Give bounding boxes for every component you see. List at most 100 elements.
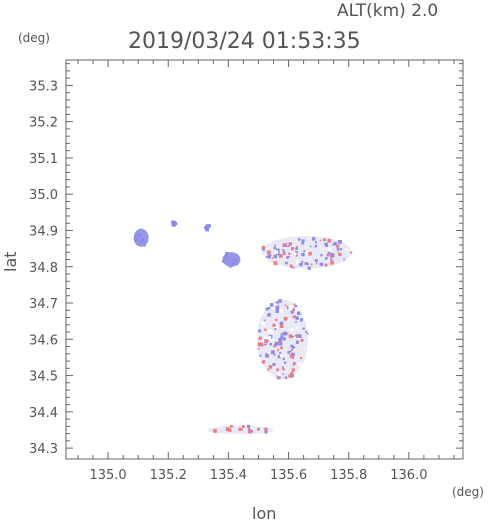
echo-pixel xyxy=(279,324,284,328)
echo-pixel xyxy=(256,427,260,431)
y-tick-label: 35.1 xyxy=(29,152,58,167)
echo-pixel xyxy=(324,257,328,260)
echo-pixel xyxy=(290,373,294,378)
echo-pixel xyxy=(285,261,288,265)
echo-pixel xyxy=(330,260,335,265)
echo-pixel xyxy=(324,242,328,247)
echo-pixel xyxy=(344,248,348,251)
echo-pixel xyxy=(288,374,292,378)
echo-pixel xyxy=(320,254,323,257)
echo-pixel xyxy=(273,254,278,259)
echo-pixel xyxy=(240,428,243,431)
x-tick-label: 135.2 xyxy=(150,468,187,483)
echo-pixel xyxy=(330,252,333,255)
echo-pixel xyxy=(231,259,234,262)
echo-pixel xyxy=(236,262,239,266)
echo-pixel xyxy=(274,328,277,331)
echo-pixel xyxy=(282,357,285,361)
echo-pixel xyxy=(242,425,245,428)
echo-pixel xyxy=(207,224,211,228)
echo-pixel xyxy=(277,349,280,352)
echo-pixel xyxy=(312,237,316,241)
echo-pixel xyxy=(262,248,265,251)
echo-pixel xyxy=(314,259,318,263)
echo-pixel xyxy=(273,261,278,266)
echo-pixel xyxy=(324,263,328,267)
echo-pixel xyxy=(305,251,310,256)
echo-pixel xyxy=(278,299,282,303)
echo-pixel xyxy=(293,303,296,306)
echo-pixel xyxy=(277,355,281,359)
echo-pixel xyxy=(273,246,276,250)
echo-pixel xyxy=(268,365,273,369)
echo-pixel xyxy=(295,334,297,337)
echo-pixel xyxy=(265,247,268,250)
echo-pixel xyxy=(138,233,142,236)
echo-pixel xyxy=(279,351,282,354)
echo-pixel xyxy=(338,252,342,257)
y-tick-label: 34.5 xyxy=(29,370,58,385)
echo-pixel xyxy=(267,313,271,317)
echo-pixel xyxy=(282,337,286,341)
echo-pixel xyxy=(295,316,299,320)
echo-pixel xyxy=(275,303,278,306)
echo-pixel xyxy=(239,427,241,429)
echo-pixel xyxy=(229,426,233,430)
echo-pixel xyxy=(327,238,332,243)
echo-pixel xyxy=(289,354,294,358)
echo-pixel xyxy=(173,224,176,227)
echo-pixel xyxy=(288,255,290,258)
echo-pixel xyxy=(264,339,269,344)
echo-pixel xyxy=(265,354,269,358)
echo-pixel xyxy=(213,429,217,433)
echo-pixel xyxy=(278,341,283,346)
echo-pixel xyxy=(139,237,144,242)
echo-pixel xyxy=(246,424,251,428)
echo-pixel xyxy=(292,346,295,349)
echo-pixel xyxy=(293,267,295,269)
echo-pixel xyxy=(294,305,298,308)
echo-pixel xyxy=(284,376,288,379)
plot-frame xyxy=(65,59,464,460)
altitude-label: ALT(km) 2.0 xyxy=(337,1,438,21)
echo-pixel xyxy=(274,341,279,346)
echo-pixel xyxy=(271,331,274,334)
echo-pixel xyxy=(230,262,235,266)
echo-pixel xyxy=(230,424,233,428)
y-tick-label: 34.9 xyxy=(29,224,58,239)
echo-pixel xyxy=(265,353,268,355)
y-axis-unit: (deg) xyxy=(18,31,50,45)
echo-pixel xyxy=(205,225,209,228)
echo-pixel xyxy=(272,307,275,310)
echo-pixel xyxy=(332,243,335,246)
echo-pixel xyxy=(327,251,331,255)
y-tick-label: 34.4 xyxy=(29,406,58,421)
echo-pixel xyxy=(135,239,138,243)
echo-pixel xyxy=(295,247,298,250)
echo-pixel xyxy=(278,337,282,342)
echo-pixel xyxy=(303,250,306,253)
echo-pixel xyxy=(330,253,334,258)
echo-pixel xyxy=(264,427,268,431)
echo-pixel xyxy=(282,243,287,247)
echo-pixel xyxy=(303,347,306,350)
echo-pixel xyxy=(261,360,266,364)
echo-pixel xyxy=(292,364,295,366)
echo-layer xyxy=(133,220,353,435)
echo-pixel xyxy=(297,362,302,367)
echo-pixel xyxy=(291,356,295,360)
echo-pixel xyxy=(283,316,288,321)
echo-pixel xyxy=(350,251,353,254)
echo-pixel xyxy=(290,247,295,251)
echo-pixel xyxy=(290,310,294,314)
echo-pixel xyxy=(267,254,272,259)
echo-pixel xyxy=(280,335,284,339)
echo-pixel xyxy=(251,430,254,433)
echo-pixel xyxy=(295,321,297,323)
x-tick-label: 135.0 xyxy=(89,468,126,483)
echo-pixel xyxy=(263,343,266,346)
echo-pixel xyxy=(143,240,146,243)
echo-pixel xyxy=(300,356,303,359)
echo-pixel xyxy=(286,256,289,259)
